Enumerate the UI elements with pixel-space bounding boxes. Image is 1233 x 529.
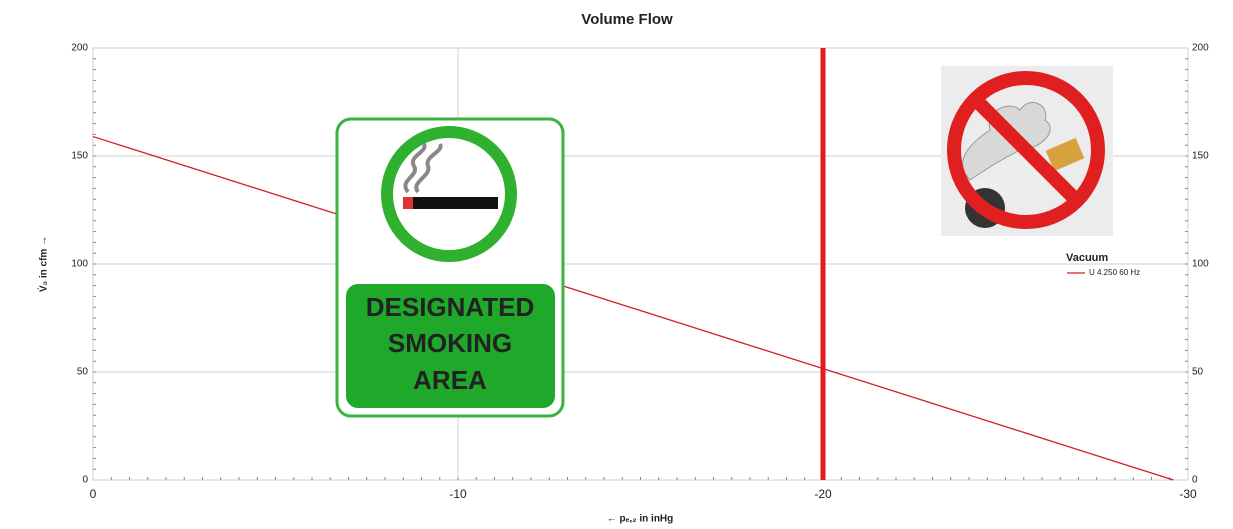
legend-title: Vacuum bbox=[1066, 252, 1108, 264]
y-tick-label: 50 bbox=[77, 367, 89, 378]
sign-text: AREA bbox=[413, 365, 487, 395]
cigarette-filter bbox=[1050, 148, 1080, 161]
sign-text: SMOKING bbox=[388, 328, 512, 358]
sign-circle bbox=[387, 132, 511, 256]
x-axis-label: ← pₑ,₂ in inHg bbox=[607, 514, 674, 525]
x-tick-label: -10 bbox=[449, 487, 467, 501]
cigarette bbox=[403, 197, 498, 209]
y-tick-label: 100 bbox=[71, 259, 88, 270]
legend-label: U 4.250 60 Hz bbox=[1089, 268, 1140, 277]
y-tick-label: 200 bbox=[71, 43, 88, 54]
sign-text: DESIGNATED bbox=[366, 292, 535, 322]
y2-tick-label: 0 bbox=[1192, 475, 1198, 486]
y2-tick-label: 100 bbox=[1192, 259, 1209, 270]
chart-title: Volume Flow bbox=[581, 11, 673, 28]
x-tick-label: -20 bbox=[814, 487, 832, 501]
y-tick-label: 0 bbox=[82, 475, 88, 486]
x-tick-label: 0 bbox=[90, 487, 97, 501]
y2-tick-label: 200 bbox=[1192, 43, 1209, 54]
y-axis-label: V̇₀ in cfm → bbox=[37, 236, 49, 292]
y-tick-label: 150 bbox=[71, 151, 88, 162]
chart: Volume Flow ← pₑ,₂ in inHg V̇₀ in cfm → … bbox=[0, 0, 1233, 529]
y2-tick-label: 150 bbox=[1192, 151, 1209, 162]
cigarette-tip bbox=[403, 197, 413, 209]
y2-tick-label: 50 bbox=[1192, 367, 1204, 378]
x-tick-label: -30 bbox=[1179, 487, 1197, 501]
